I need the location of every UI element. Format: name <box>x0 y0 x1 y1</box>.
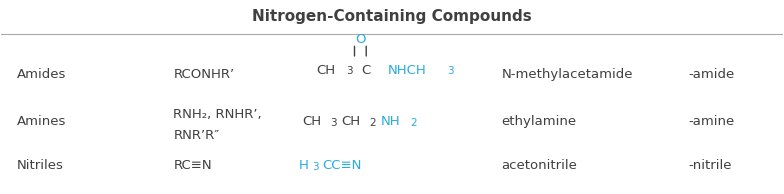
Text: -amide: -amide <box>689 68 735 81</box>
Text: 2: 2 <box>369 118 376 128</box>
Text: 3: 3 <box>448 66 454 76</box>
Text: Nitrogen-Containing Compounds: Nitrogen-Containing Compounds <box>252 9 532 24</box>
Text: 3: 3 <box>312 162 319 172</box>
Text: CH: CH <box>316 64 336 77</box>
Text: RNR’R″: RNR’R″ <box>173 129 220 142</box>
Text: RCONHR’: RCONHR’ <box>173 68 234 81</box>
Text: 3: 3 <box>346 66 353 76</box>
Text: NH: NH <box>380 115 400 128</box>
Text: RNH₂, RNHR’,: RNH₂, RNHR’, <box>173 108 262 121</box>
Text: C: C <box>361 64 370 77</box>
Text: CH: CH <box>341 115 361 128</box>
Text: 3: 3 <box>330 118 337 128</box>
Text: H: H <box>298 159 308 172</box>
Text: acetonitrile: acetonitrile <box>502 159 577 172</box>
Text: Nitriles: Nitriles <box>17 159 64 172</box>
Text: ethylamine: ethylamine <box>502 115 576 128</box>
Text: -amine: -amine <box>689 115 735 128</box>
Text: RC≡N: RC≡N <box>173 159 212 172</box>
Text: CH: CH <box>302 115 321 128</box>
Text: 2: 2 <box>410 118 416 128</box>
Text: NHCH: NHCH <box>388 64 426 77</box>
Text: O: O <box>355 33 366 46</box>
Text: -nitrile: -nitrile <box>689 159 732 172</box>
Text: CC≡N: CC≡N <box>322 159 362 172</box>
Text: Amines: Amines <box>17 115 67 128</box>
Text: N-methylacetamide: N-methylacetamide <box>502 68 633 81</box>
Text: Amides: Amides <box>17 68 67 81</box>
